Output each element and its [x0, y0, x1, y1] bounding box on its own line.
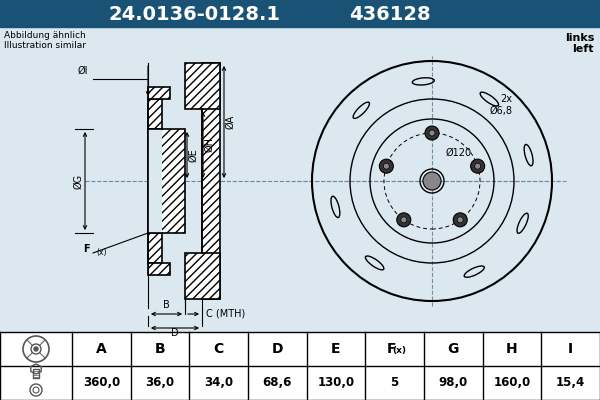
- Polygon shape: [148, 87, 170, 99]
- Circle shape: [429, 130, 435, 136]
- Circle shape: [383, 163, 389, 169]
- Circle shape: [401, 217, 407, 223]
- Text: Ø6,8: Ø6,8: [490, 106, 513, 116]
- Bar: [0, 332, 600, 400]
- Text: 36,0: 36,0: [145, 376, 175, 390]
- Text: I: I: [568, 342, 573, 356]
- Text: ØG: ØG: [73, 174, 83, 188]
- Text: C (MTH): C (MTH): [206, 309, 245, 319]
- Text: Illustration similar: Illustration similar: [4, 40, 86, 50]
- Circle shape: [379, 159, 394, 173]
- Text: left: left: [572, 44, 594, 54]
- Text: C: C: [214, 342, 224, 356]
- Text: (x): (x): [96, 248, 107, 258]
- Text: 5: 5: [391, 376, 399, 390]
- Text: E: E: [331, 342, 341, 356]
- Polygon shape: [185, 253, 220, 299]
- Text: 15,4: 15,4: [556, 376, 585, 390]
- Text: Ø120: Ø120: [446, 148, 472, 158]
- Text: B: B: [155, 342, 166, 356]
- Text: ØA: ØA: [225, 115, 235, 129]
- Bar: [33, 369, 39, 378]
- Text: 130,0: 130,0: [317, 376, 355, 390]
- Circle shape: [470, 159, 485, 173]
- Text: 34,0: 34,0: [204, 376, 233, 390]
- Circle shape: [34, 347, 38, 351]
- Circle shape: [453, 213, 467, 227]
- Bar: [148, 129, 162, 233]
- Text: F: F: [83, 244, 90, 254]
- Text: D: D: [272, 342, 283, 356]
- Polygon shape: [202, 63, 220, 299]
- Text: 360,0: 360,0: [83, 376, 120, 390]
- Circle shape: [425, 126, 439, 140]
- Text: B: B: [163, 300, 170, 310]
- Text: (x): (x): [392, 346, 407, 356]
- Text: G: G: [448, 342, 459, 356]
- Text: H: H: [506, 342, 518, 356]
- Circle shape: [475, 163, 481, 169]
- Text: ØH: ØH: [204, 138, 214, 152]
- Text: Abbildung ähnlich: Abbildung ähnlich: [4, 30, 86, 40]
- Circle shape: [457, 217, 463, 223]
- Polygon shape: [185, 63, 220, 109]
- Text: 98,0: 98,0: [439, 376, 468, 390]
- Polygon shape: [148, 233, 162, 263]
- Text: 2x: 2x: [500, 94, 512, 104]
- Polygon shape: [148, 99, 162, 129]
- Text: links: links: [565, 33, 594, 43]
- Polygon shape: [148, 263, 170, 275]
- Bar: [0, 0, 600, 27]
- Text: D: D: [171, 328, 179, 338]
- Text: A: A: [96, 342, 107, 356]
- Text: ØI: ØI: [77, 66, 88, 76]
- Circle shape: [397, 213, 411, 227]
- Text: 160,0: 160,0: [493, 376, 530, 390]
- Text: 24.0136-0128.1: 24.0136-0128.1: [109, 4, 281, 24]
- Text: 436128: 436128: [349, 4, 431, 24]
- Text: 68,6: 68,6: [263, 376, 292, 390]
- Circle shape: [423, 172, 441, 190]
- Text: ØE: ØE: [188, 148, 198, 162]
- Text: F: F: [387, 342, 397, 356]
- Polygon shape: [148, 129, 185, 233]
